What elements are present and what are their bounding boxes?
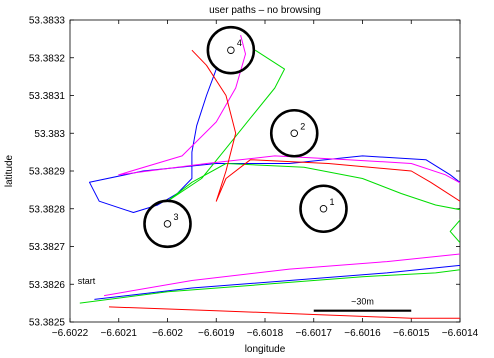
plot-area: −6.6022 −6.6021 −6.602 −6.6019 −6.6018 −6.601…: [29, 16, 479, 340]
waypoint-ring-3: [143, 199, 192, 249]
y-tick-label: 53.3826: [29, 280, 66, 291]
y-tick-label: 53.3832: [29, 53, 66, 64]
scale-bar-label: ~30m: [351, 297, 374, 307]
x-tick-label: −6.6019: [198, 328, 235, 339]
path-series-2: [79, 49, 460, 304]
x-tick-label: −6.6014: [442, 328, 479, 339]
path-series-1: [89, 68, 460, 300]
waypoint-marker-2: [290, 129, 299, 137]
y-axis-label: latitude: [4, 154, 15, 187]
waypoint-marker-3: [163, 220, 172, 228]
y-tick-label: 53.3828: [29, 204, 66, 215]
x-tick-label: −6.6017: [296, 328, 333, 339]
y-tick-label: 53.3827: [29, 242, 66, 253]
waypoint-marker-1: [319, 204, 328, 213]
x-tick-label: −6.6015: [393, 328, 430, 339]
waypoint-marker-4: [227, 46, 235, 54]
axes-frame: [69, 19, 461, 323]
waypoint-label-2: 2: [300, 121, 305, 131]
x-tick-label: −6.6018: [247, 328, 284, 339]
waypoint-label-1: 1: [330, 197, 335, 207]
x-tick-label: −6.6021: [101, 328, 138, 339]
series-group: [79, 34, 460, 319]
waypoint-ring-2: [269, 108, 319, 158]
x-tick-label: −6.6022: [52, 328, 89, 339]
waypoint-ring-4: [206, 25, 256, 75]
waypoint-label-4: 4: [237, 38, 242, 48]
x-tick-label: −6.6016: [344, 328, 381, 339]
x-tick-label: −6.602: [152, 328, 183, 339]
y-tick-label: 53.3833: [29, 16, 66, 27]
start-label: start: [78, 276, 96, 286]
path-series-4: [108, 49, 460, 319]
path-series-3: [104, 34, 460, 297]
y-tick-label: 53.3825: [29, 318, 66, 329]
y-tick-label: 53.383: [34, 129, 65, 140]
waypoint-ring-1: [299, 184, 348, 234]
x-axis-label: longitude: [245, 344, 286, 355]
waypoint-label-3: 3: [174, 212, 179, 222]
y-tick-label: 53.3831: [29, 91, 66, 102]
chart-title: user paths – no browsing: [209, 5, 321, 16]
y-tick-label: 53.3829: [29, 167, 66, 178]
